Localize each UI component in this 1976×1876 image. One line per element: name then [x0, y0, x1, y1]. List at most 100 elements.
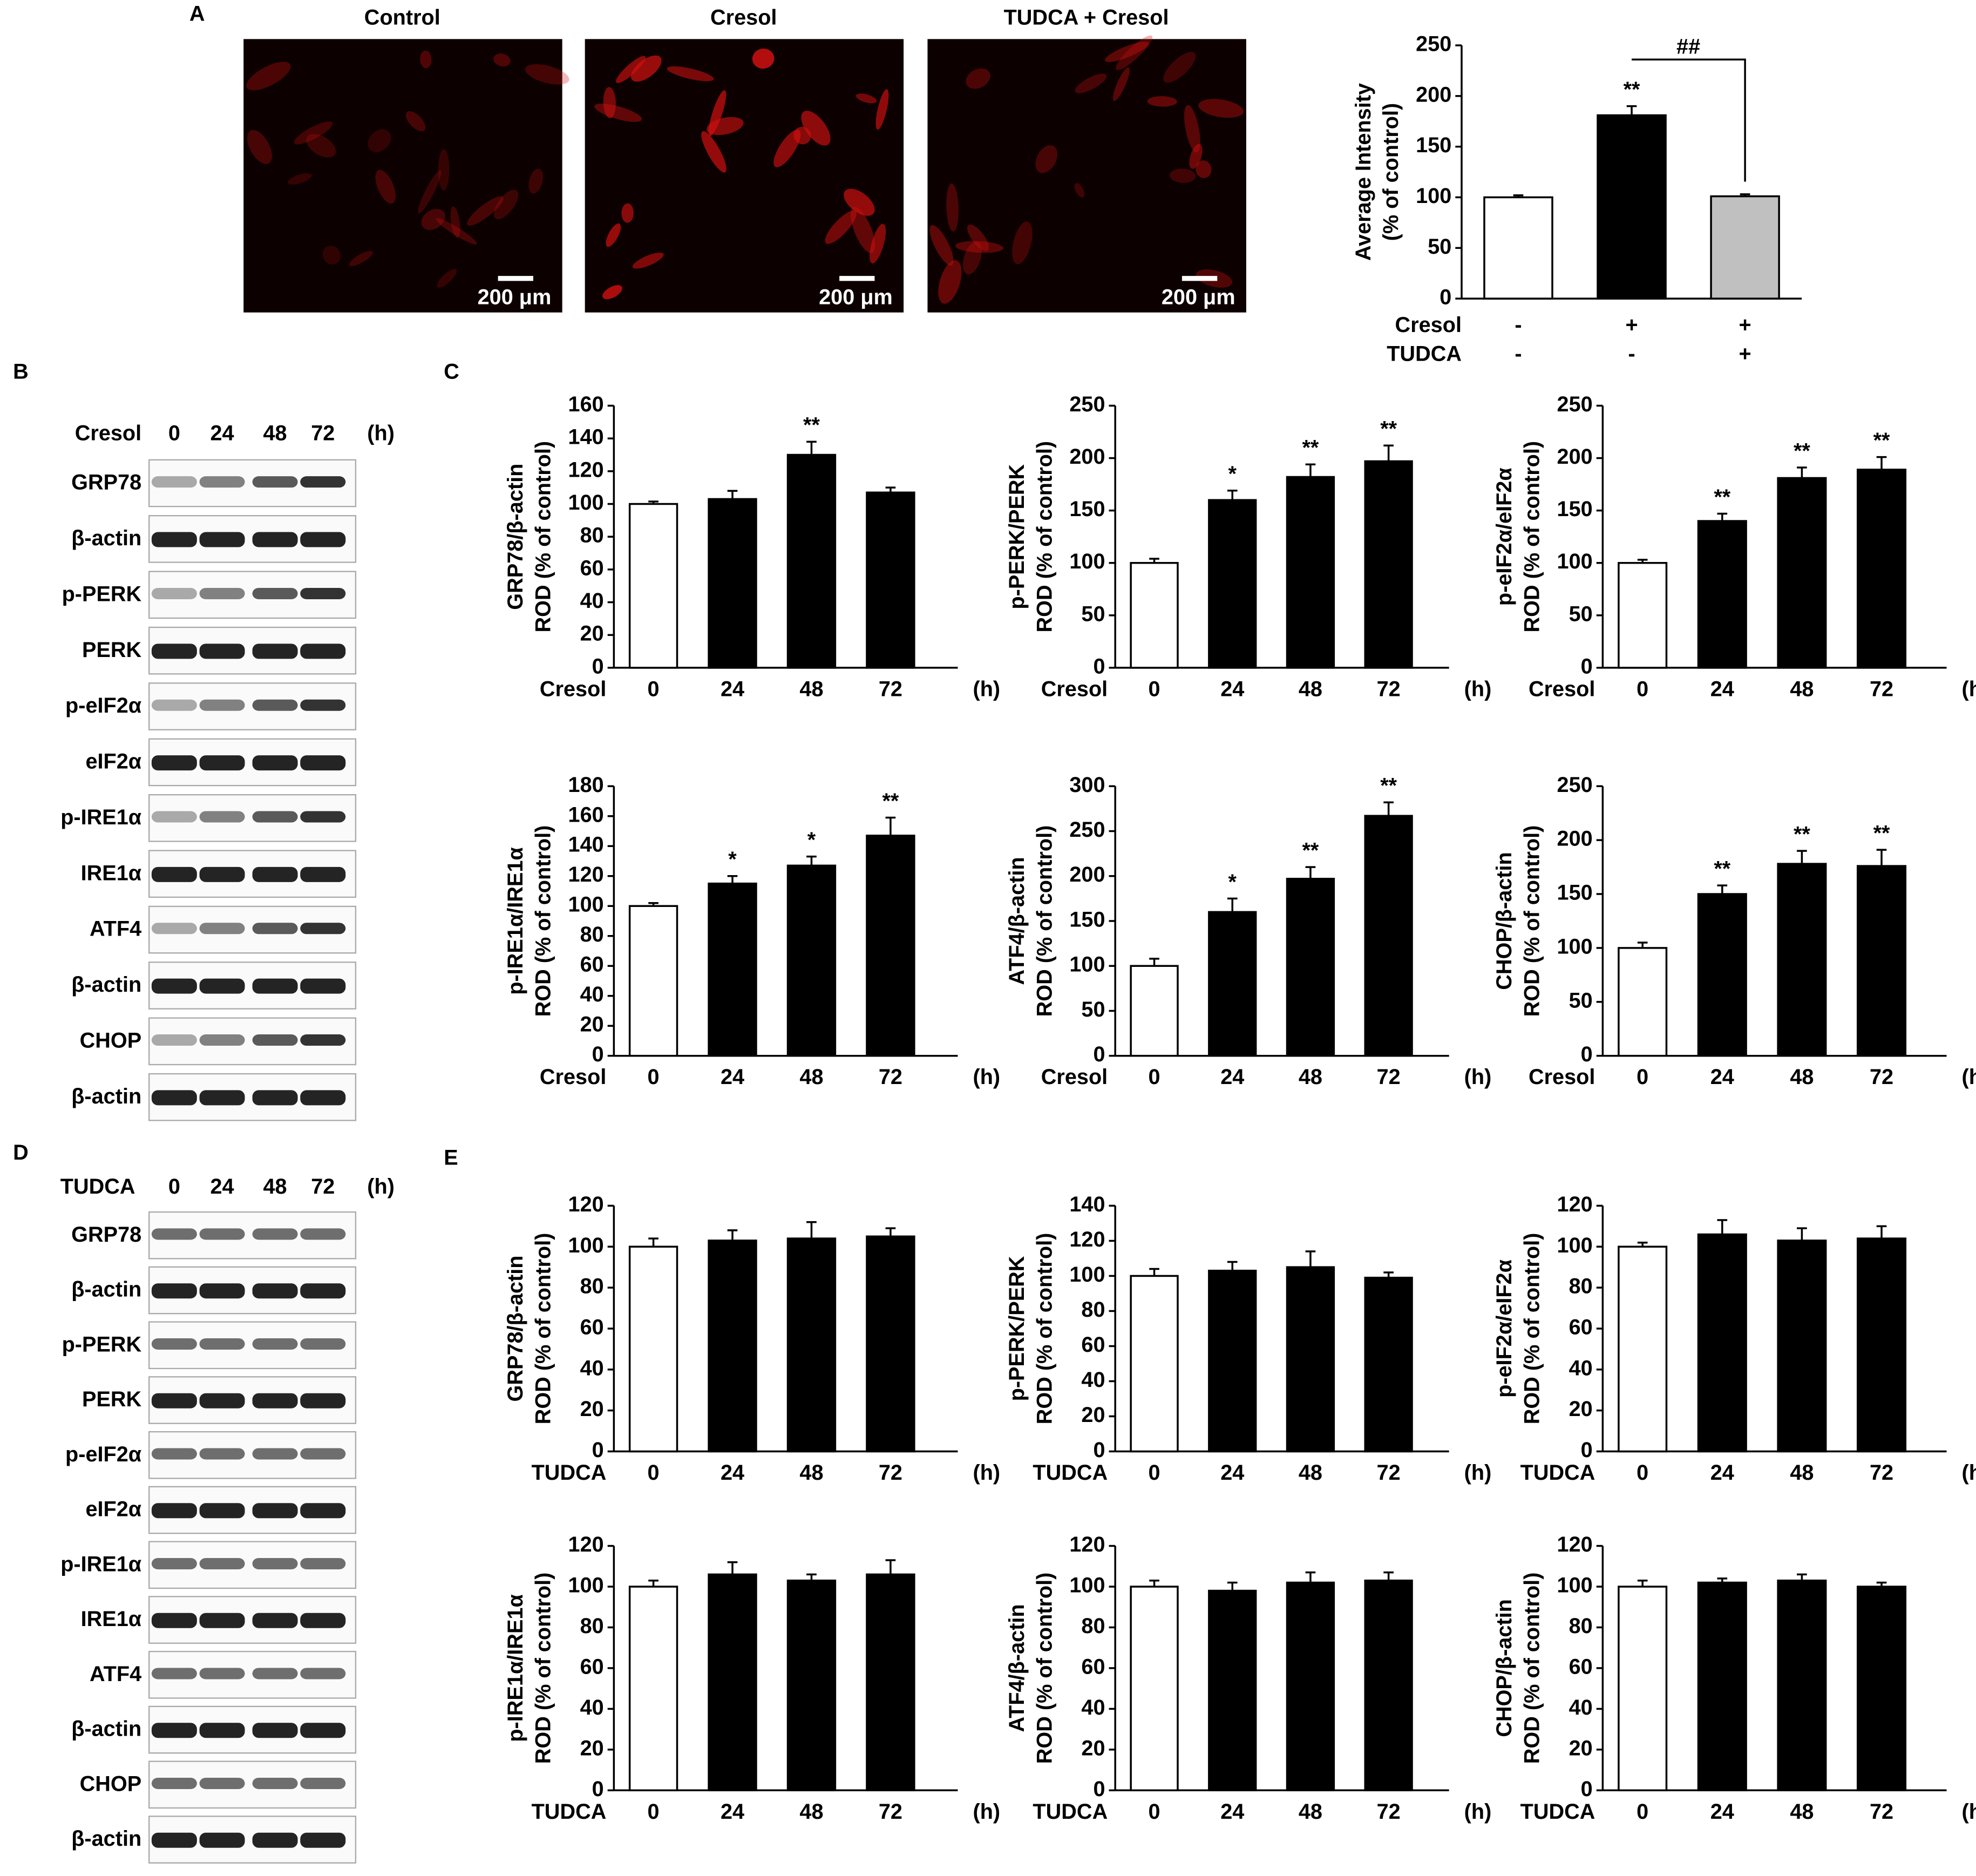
cell: [966, 68, 990, 89]
blot-band: [252, 1832, 298, 1848]
scale-bar-label: 200 μm: [478, 286, 552, 309]
y-axis-label: ROD (% of control): [1520, 825, 1544, 1017]
blot-band: [151, 1503, 197, 1519]
blot-band: [151, 1034, 197, 1046]
x-tick-label: 72: [879, 1800, 902, 1824]
cell: [1075, 73, 1107, 93]
blot-band: [199, 1557, 245, 1569]
cell: [825, 211, 857, 244]
image-title: Control: [364, 5, 440, 29]
y-tick-label: 100: [1069, 550, 1105, 573]
blot-band: [252, 1723, 298, 1738]
y-axis-label: ROD (% of control): [1033, 1573, 1056, 1764]
cell: [632, 253, 664, 269]
y-tick-label: 250: [1069, 818, 1105, 842]
blot-band: [252, 587, 298, 599]
image-title: TUDCA + Cresol: [1004, 5, 1169, 29]
y-tick-label: 150: [1069, 497, 1105, 521]
x-tick-label: 48: [799, 1800, 823, 1824]
blot-band: [252, 532, 298, 547]
panel-label: E: [444, 1146, 458, 1170]
cell: [602, 285, 622, 300]
y-tick-label: 60: [1081, 1655, 1105, 1678]
cell: [1184, 105, 1200, 153]
blot-row-label: IRE1α: [81, 861, 142, 885]
bar: [1208, 1589, 1257, 1792]
y-tick-label: 160: [568, 392, 604, 416]
significance: **: [1302, 436, 1319, 460]
y-tick-label: 60: [580, 953, 604, 977]
x-tick-label: 72: [1870, 1461, 1893, 1485]
blot-band: [199, 1448, 245, 1460]
cell: [1189, 144, 1203, 169]
blot-band: [252, 978, 298, 994]
bar: [1618, 1245, 1668, 1453]
blot-row-label: p-PERK: [62, 582, 142, 606]
blot-band: [151, 1668, 197, 1679]
y-tick-label: 0: [1581, 654, 1593, 678]
bar: [786, 453, 837, 669]
blot-unit: (h): [367, 1175, 395, 1198]
x-tick-label: 24: [1710, 677, 1734, 701]
blot-row-label: β-actin: [71, 973, 141, 997]
cell: [405, 111, 426, 132]
cell: [851, 207, 875, 253]
cell: [1147, 96, 1177, 107]
cell: [294, 121, 333, 145]
x-tick-label: 24: [1710, 1800, 1734, 1824]
significance: **: [1380, 774, 1397, 798]
significance: **: [1794, 823, 1810, 846]
blot-row-label: CHOP: [80, 1029, 142, 1053]
bar: [628, 1245, 678, 1453]
y-tick-label: 160: [568, 803, 604, 827]
y-tick-label: 120: [1557, 1533, 1593, 1556]
y-tick-label: 60: [1569, 1655, 1593, 1678]
blot-row-label: p-eIF2α: [65, 694, 141, 717]
blot-band: [151, 1283, 197, 1299]
bar: [1856, 1237, 1907, 1453]
blot-band: [252, 866, 298, 882]
y-tick-label: 250: [1069, 392, 1105, 416]
x-tick-label: 72: [1377, 1461, 1401, 1485]
blot-time: 72: [311, 422, 335, 445]
bar: [628, 905, 678, 1057]
x-tick-label: 24: [1710, 1461, 1734, 1485]
panel-label: A: [189, 2, 205, 25]
y-tick-label: 100: [1557, 1234, 1593, 1257]
y-tick-label: 0: [1093, 1777, 1105, 1801]
blot-band: [300, 1613, 346, 1628]
cell: [946, 183, 959, 232]
x-tick-label: 0: [648, 1800, 660, 1824]
x-tick-label: 48: [1790, 1065, 1814, 1089]
y-tick-label: 80: [1569, 1614, 1593, 1638]
bar: [786, 1579, 837, 1792]
cell: [929, 225, 954, 266]
blot-band: [252, 1613, 298, 1628]
y-tick-label: 0: [1581, 1042, 1593, 1066]
blot-row-label: PERK: [82, 638, 142, 662]
blot-band: [151, 811, 197, 823]
cell: [1163, 52, 1196, 83]
blot-band: [199, 1613, 245, 1628]
cell: [1116, 35, 1153, 70]
y-tick-label: 150: [1557, 497, 1593, 521]
x-tick-label: 0: [1637, 677, 1648, 701]
bar: [1777, 1579, 1827, 1792]
x-unit: (h): [1464, 1800, 1492, 1824]
blot-band: [300, 1777, 346, 1789]
blot-band: [151, 1338, 197, 1350]
blot-band: [300, 699, 346, 711]
y-tick-label: 20: [1081, 1736, 1105, 1760]
cell: [1196, 160, 1212, 178]
x-tick-label: 72: [1377, 1065, 1401, 1089]
image-title: Cresol: [710, 5, 777, 29]
bar: [1777, 477, 1827, 669]
condition-value: -: [1628, 342, 1635, 366]
bar: [1286, 476, 1335, 669]
y-tick-label: 120: [568, 1193, 604, 1216]
blot-row-label: p-PERK: [62, 1332, 142, 1356]
x-tick-label: 48: [1790, 677, 1814, 701]
cell: [1112, 67, 1130, 101]
y-tick-label: 100: [1557, 1573, 1593, 1597]
